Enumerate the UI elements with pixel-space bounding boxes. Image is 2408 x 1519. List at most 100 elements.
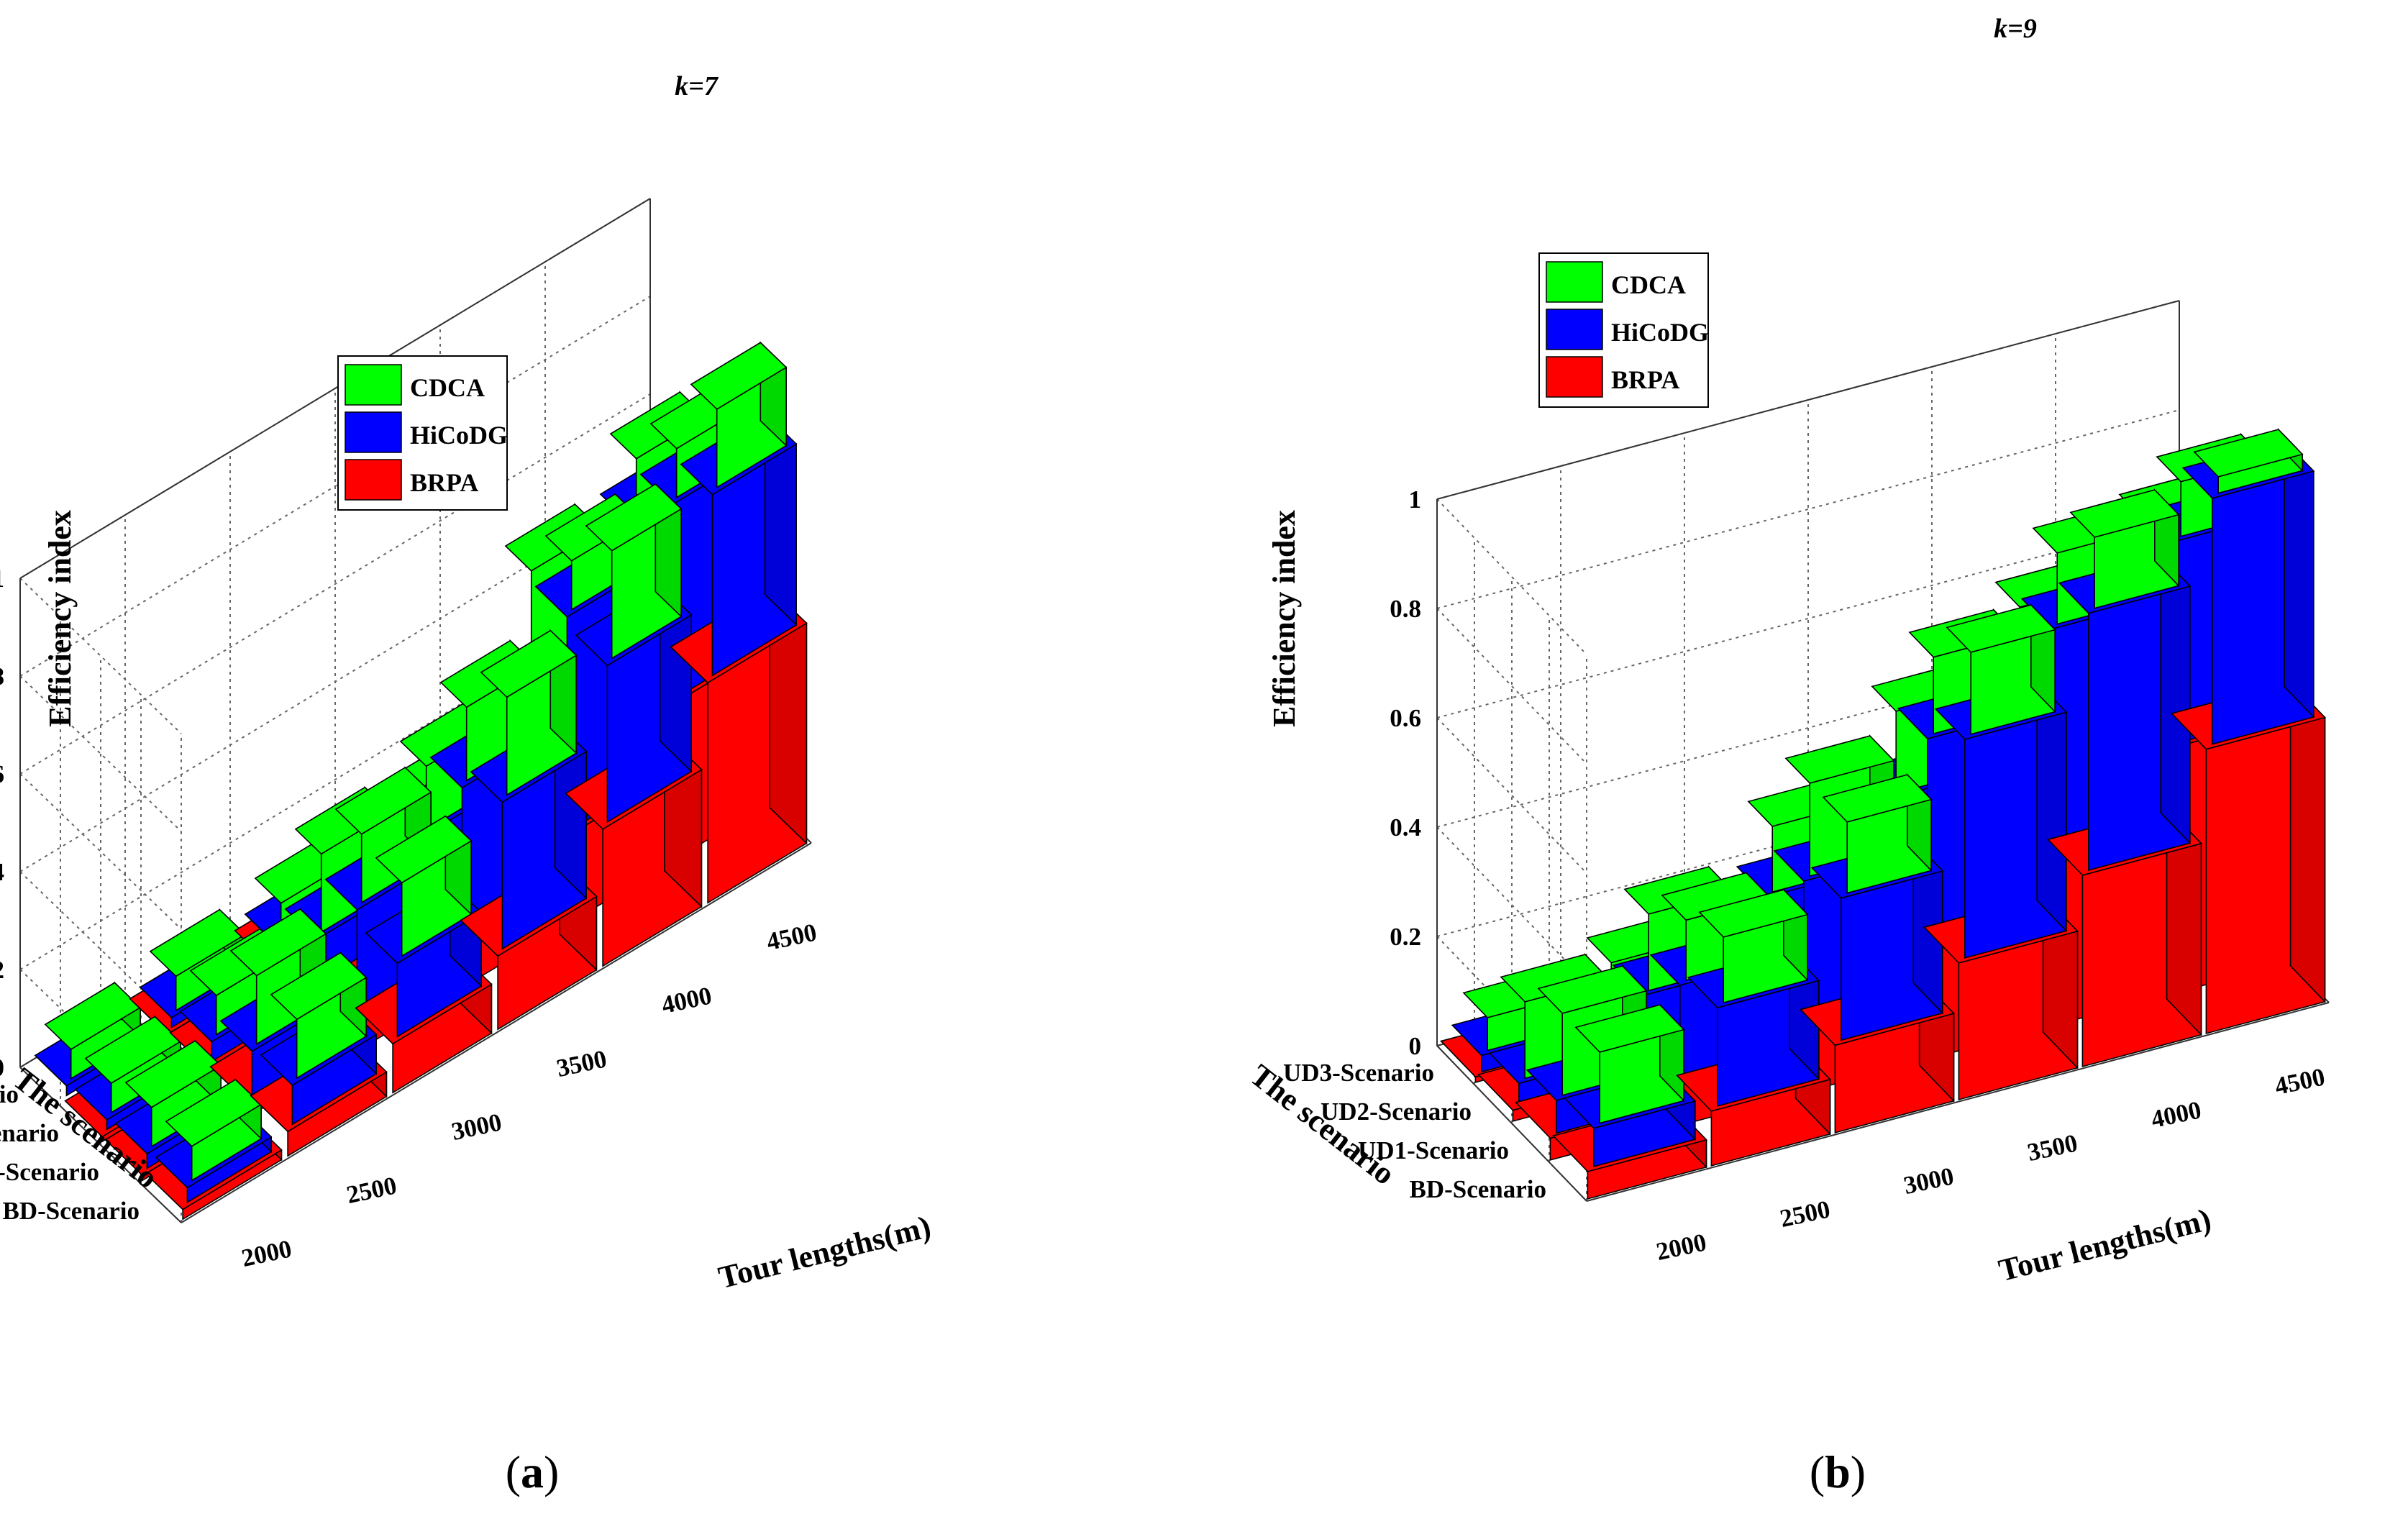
x-tick-label: 2500 — [344, 1171, 399, 1209]
panel-a-chart: 0 0.2 0.4 0.6 0.8 1 2000 2500 3000 3500 4000 4500 BD… — [0, 71, 934, 1295]
bar-face — [585, 483, 683, 552]
legend-label-cdca: CDCA — [410, 373, 485, 402]
bar-face — [1698, 889, 1809, 938]
bar-face — [84, 1016, 182, 1085]
z-tick-label: 0.4 — [0, 858, 4, 886]
bar-face — [1784, 735, 1895, 784]
bar-face — [1946, 604, 2056, 653]
bar-face — [1537, 965, 1648, 1014]
z-tick-label: 1 — [1409, 485, 1422, 514]
caption-b: (b) — [1810, 1446, 1866, 1497]
bar-cdca-bd-scenario-2500 — [1698, 888, 1809, 1004]
bar-cdca-bd-scenario-2000 — [165, 1078, 263, 1182]
x-axis-label: Tour lengths(m) — [1995, 1202, 2215, 1289]
y-tick-label: UD3-Scenario — [0, 1080, 19, 1108]
bar-face — [334, 767, 432, 835]
caption-b-letter: b — [1825, 1446, 1851, 1497]
bar-cdca-bd-scenario-4000 — [2069, 488, 2180, 609]
legend-swatch-brpa — [1546, 356, 1603, 398]
bar-face — [2069, 489, 2180, 538]
x-tick-label: 3500 — [2025, 1128, 2080, 1167]
legend-swatch-cdca — [1546, 261, 1603, 303]
gridline — [19, 773, 182, 930]
legend-label-hicodg: HiCoDG — [1611, 318, 1709, 347]
chart-title: k=7 — [675, 71, 719, 101]
z-tick-label: 0.8 — [0, 662, 4, 690]
x-tick-label: 2000 — [1654, 1228, 1709, 1266]
axis-line — [1586, 1002, 2330, 1202]
x-tick-label: 4000 — [659, 981, 714, 1019]
z-tick-label: 0 — [0, 1054, 4, 1082]
gridline — [19, 578, 182, 734]
z-tick-label: 0.2 — [1390, 923, 1421, 951]
bar-face — [690, 342, 788, 410]
x-tick-label: 2500 — [1777, 1195, 1833, 1233]
bar-face — [2284, 439, 2314, 719]
gridline — [19, 675, 182, 832]
legend-label-brpa: BRPA — [1611, 365, 1679, 394]
y-tick-label: BD-Scenario — [1409, 1175, 1546, 1203]
bar-cdca-bd-scenario-4000 — [585, 483, 683, 660]
axis-line — [19, 198, 651, 579]
axis-line — [1436, 300, 2180, 500]
z-tick-label: 0.8 — [1390, 595, 1421, 623]
x-tick-label: 3000 — [449, 1108, 504, 1146]
gridline — [19, 969, 182, 1126]
axis-line — [19, 1067, 182, 1223]
bar-cdca-bd-scenario-2500 — [270, 951, 368, 1080]
bar-cdca-bd-scenario-3500 — [1946, 603, 2056, 735]
legend-label-brpa: BRPA — [410, 468, 478, 497]
z-tick-label: 0.6 — [1390, 704, 1421, 732]
legend: CDCA HiCoDG BRPA — [1538, 252, 1709, 408]
y-tick-label: UD3-Scenario — [1283, 1059, 1434, 1087]
bar-face — [165, 1079, 263, 1147]
bar-face — [1822, 774, 1933, 823]
caption-a-letter: a — [521, 1446, 544, 1497]
bars — [1439, 428, 2327, 1200]
bar-face — [480, 629, 578, 698]
caption-a: (a) — [506, 1446, 560, 1497]
bar-cdca-bd-scenario-4500 — [2193, 428, 2304, 494]
bar-face — [2289, 680, 2326, 1003]
legend-swatch-hicodg — [1546, 309, 1603, 350]
y-tick-label: UD2-Scenario — [0, 1119, 59, 1147]
legend-swatch-brpa — [345, 459, 402, 501]
bar-brpa-bd-scenario-4500 — [2170, 680, 2327, 1034]
z-tick-label: 1 — [0, 565, 4, 593]
bar-face — [149, 908, 247, 977]
z-tick-label: 0 — [1409, 1032, 1422, 1060]
legend-swatch-hicodg — [345, 411, 402, 453]
z-axis-label: Efficiency index — [1267, 510, 1302, 727]
legend-label-cdca: CDCA — [1611, 270, 1686, 299]
bar-face — [1574, 1004, 1685, 1053]
gridline — [1436, 519, 2180, 719]
bar-face — [270, 952, 368, 1021]
panel-b-chart: 0 0.2 0.4 0.6 0.8 1 2000 2500 3000 3500 4000 4500 BD… — [1244, 14, 2330, 1289]
legend: CDCA HiCoDG BRPA — [337, 355, 508, 511]
x-tick-label: 3000 — [1901, 1162, 1956, 1200]
gridline — [1436, 409, 2180, 609]
z-tick-label: 0.6 — [0, 760, 4, 788]
bars — [34, 341, 808, 1221]
gridline — [19, 393, 651, 775]
bar-face — [124, 1040, 222, 1108]
x-tick-label: 4000 — [2148, 1095, 2204, 1133]
chart-title: k=9 — [1994, 14, 2037, 44]
axis-line — [1436, 1045, 1587, 1202]
bar-face — [44, 982, 142, 1050]
z-tick-label: 0.2 — [0, 956, 4, 984]
bar-cdca-bd-scenario-3000 — [375, 814, 473, 957]
bar-cdca-bd-scenario-3000 — [1822, 773, 1933, 894]
y-tick-label: UD1-Scenario — [0, 1158, 99, 1186]
bar-face — [229, 908, 327, 977]
legend-label-hicodg: HiCoDG — [410, 421, 508, 450]
x-tick-label: 4500 — [764, 918, 819, 956]
bar-cdca-ud1-scenario-2000 — [124, 1039, 222, 1148]
z-tick-label: 0.4 — [1390, 813, 1421, 841]
y-tick-label: UD1-Scenario — [1358, 1136, 1509, 1164]
axis-line — [181, 842, 812, 1223]
bar-face — [2193, 429, 2304, 478]
y-tick-label: UD2-Scenario — [1321, 1098, 1472, 1126]
bar-cdca-bd-scenario-4500 — [690, 341, 788, 489]
z-axis-label: Efficiency index — [42, 510, 78, 727]
